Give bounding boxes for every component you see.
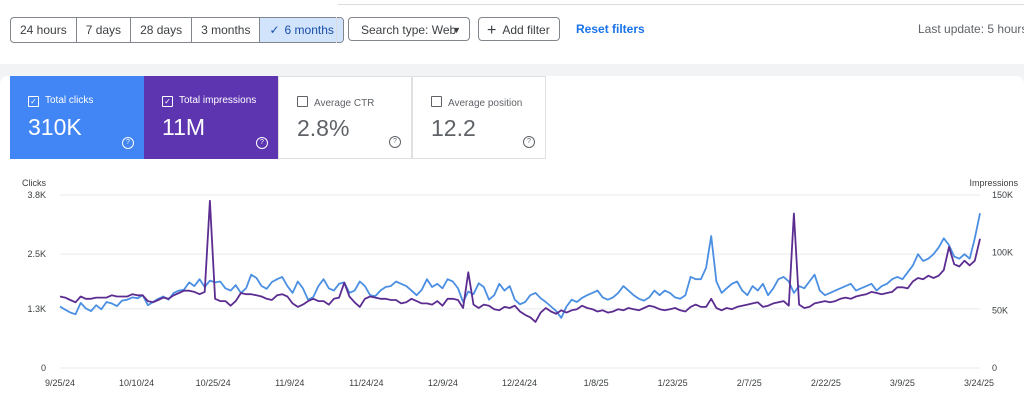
x-tick-label: 9/25/24 xyxy=(45,378,75,388)
metric-average-position[interactable]: Average position 12.2 ? xyxy=(412,76,546,159)
plus-icon: + xyxy=(487,22,497,39)
date-range-28-days[interactable]: 28 days xyxy=(131,18,193,42)
help-icon[interactable]: ? xyxy=(122,137,134,149)
x-tick-label: 2/22/25 xyxy=(811,378,841,388)
metric-average-ctr[interactable]: Average CTR 2.8% ? xyxy=(278,76,412,159)
metric-label-text: Average position xyxy=(448,98,523,109)
date-range-label: 7 days xyxy=(85,23,122,37)
metric-label-text: Average CTR xyxy=(314,98,375,109)
metric-label: ✓ Total clicks xyxy=(28,95,93,107)
left-tick-label: 2.5K xyxy=(27,249,46,259)
metric-label-text: Total impressions xyxy=(179,95,257,106)
date-range-label: 24 hours xyxy=(20,23,67,37)
chart-ticks: Clicks Impressions 3.8K 2.5K 1.3K 0 150K 100K 50… xyxy=(22,178,1019,388)
checkbox-checked-icon[interactable]: ✓ xyxy=(28,96,39,107)
impressions-series-line xyxy=(59,199,981,323)
help-icon[interactable]: ? xyxy=(389,136,401,148)
date-range-selector: 24 hours 7 days 28 days 3 months ✓ 6 mont… xyxy=(10,17,344,43)
checkbox-checked-icon[interactable]: ✓ xyxy=(162,96,173,107)
search-type-label: Search type: Web xyxy=(361,23,457,37)
date-range-label: 28 days xyxy=(140,23,183,37)
metric-total-clicks[interactable]: ✓ Total clicks 310K ? xyxy=(10,76,144,159)
caret-down-icon: ▼ xyxy=(452,25,461,35)
performance-chart[interactable]: Clicks Impressions 3.8K 2.5K 1.3K 0 150K 100K 50… xyxy=(0,170,1024,402)
left-tick-label: 1.3K xyxy=(27,304,46,314)
x-tick-label: 10/10/24 xyxy=(119,378,154,388)
metric-label: ✓ Total impressions xyxy=(162,95,256,107)
x-tick-label: 2/7/25 xyxy=(737,378,762,388)
help-icon[interactable]: ? xyxy=(523,136,535,148)
date-range-7-days[interactable]: 7 days xyxy=(77,18,132,42)
left-tick-label: 3.8K xyxy=(27,190,46,200)
add-filter-label: Add filter xyxy=(502,23,550,37)
divider xyxy=(338,4,1024,5)
right-tick-label: 150K xyxy=(992,190,1013,200)
x-tick-label: 1/8/25 xyxy=(584,378,609,388)
date-range-6-months[interactable]: ✓ 6 months xyxy=(260,18,343,42)
x-tick-label: 1/23/25 xyxy=(658,378,688,388)
metric-label: Average position xyxy=(431,96,522,109)
help-icon[interactable]: ? xyxy=(256,137,268,149)
right-axis-title: Impressions xyxy=(969,178,1018,188)
divider xyxy=(336,17,337,43)
chart-lines xyxy=(59,199,981,323)
x-tick-label: 12/24/24 xyxy=(502,378,537,388)
reset-filters-link[interactable]: Reset filters xyxy=(576,22,645,36)
right-tick-label: 100K xyxy=(992,248,1013,258)
date-range-24-hours[interactable]: 24 hours xyxy=(11,18,77,42)
metric-value: 310K xyxy=(28,114,82,140)
checkbox-unchecked-icon[interactable] xyxy=(431,96,442,107)
metric-label-text: Total clicks xyxy=(45,95,94,106)
metric-value: 12.2 xyxy=(431,115,476,141)
x-tick-label: 12/9/24 xyxy=(428,378,458,388)
x-tick-label: 11/9/24 xyxy=(275,378,304,388)
checkbox-unchecked-icon[interactable] xyxy=(297,96,308,107)
right-tick-label: 50K xyxy=(992,305,1008,315)
metric-total-impressions[interactable]: ✓ Total impressions 11M ? xyxy=(144,76,278,159)
chart-grid xyxy=(60,194,980,369)
metric-value: 11M xyxy=(162,114,206,140)
metric-value: 2.8% xyxy=(297,115,350,141)
metric-label: Average CTR xyxy=(297,96,374,109)
last-update-text: Last update: 5 hours a xyxy=(918,22,1024,36)
search-type-dropdown[interactable]: Search type: Web ▼ xyxy=(348,17,470,41)
x-tick-label: 3/9/25 xyxy=(890,378,915,388)
date-range-label: 3 months xyxy=(201,23,251,37)
left-tick-label: 0 xyxy=(41,363,46,373)
clicks-series-line xyxy=(59,213,981,319)
date-range-3-months[interactable]: 3 months xyxy=(192,18,261,42)
x-tick-label: 10/25/24 xyxy=(196,378,231,388)
right-tick-label: 0 xyxy=(992,363,997,373)
left-axis-title: Clicks xyxy=(22,178,46,188)
add-filter-button[interactable]: + Add filter xyxy=(478,17,560,41)
x-tick-label: 3/24/25 xyxy=(964,378,994,388)
date-range-label: 6 months xyxy=(284,23,334,37)
check-icon: ✓ xyxy=(269,23,280,37)
x-tick-label: 11/24/24 xyxy=(349,378,383,388)
